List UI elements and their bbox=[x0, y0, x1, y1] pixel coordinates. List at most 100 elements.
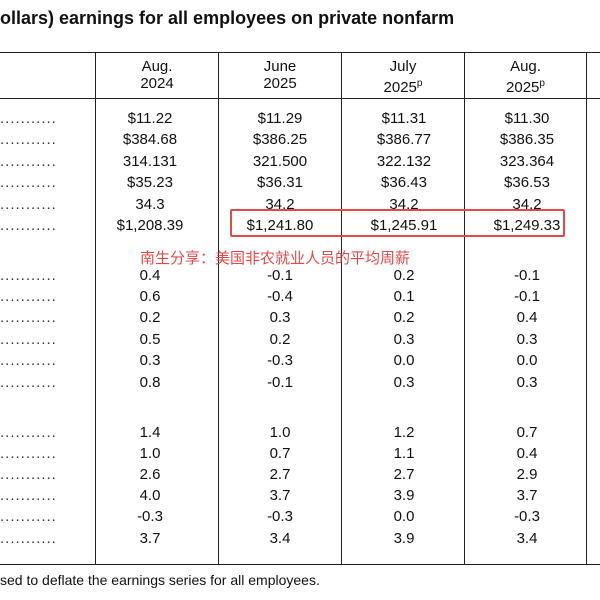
leader-dots: ........... bbox=[0, 196, 57, 213]
leader-dots: ........... bbox=[0, 352, 57, 369]
column-header: June 2025 bbox=[219, 58, 341, 98]
leader-dots: ........... bbox=[0, 374, 57, 391]
table-cell: 34.2 bbox=[512, 196, 542, 213]
table-row: ........... -0.3 -0.3 0.0 -0.3 bbox=[0, 508, 600, 528]
leader-dots: ........... bbox=[0, 487, 57, 504]
table-cell: $36.43 bbox=[381, 174, 427, 191]
table-cell: 3.9 bbox=[393, 487, 415, 504]
table-cell: 0.7 bbox=[269, 445, 291, 462]
table-cell: 0.8 bbox=[139, 374, 161, 391]
table-cell: 1.1 bbox=[393, 445, 415, 462]
table-cell: $1,208.39 bbox=[116, 217, 184, 234]
table-row: ........... 1.0 0.7 1.1 0.4 bbox=[0, 445, 600, 465]
table-cell: 2.7 bbox=[393, 466, 415, 483]
table-row: ........... 3.7 3.4 3.9 3.4 bbox=[0, 530, 600, 550]
table-row: ........... 2.6 2.7 2.7 2.9 bbox=[0, 466, 600, 486]
table-cell: $36.31 bbox=[257, 174, 303, 191]
table-cell: 0.2 bbox=[269, 331, 291, 348]
table-cell: 34.3 bbox=[135, 196, 165, 213]
table-row: ........... $1,208.39 $1,241.80 $1,245.91 $1… bbox=[0, 217, 600, 237]
table-cell: 0.2 bbox=[393, 267, 415, 284]
table-cell: 0.1 bbox=[393, 288, 415, 305]
leader-dots: ........... bbox=[0, 530, 57, 547]
table-bottom-rule bbox=[0, 564, 600, 565]
table-cell: 34.2 bbox=[389, 196, 419, 213]
table-cell: 321.500 bbox=[252, 153, 308, 170]
table-row: ........... 34.3 34.2 34.2 34.2 bbox=[0, 196, 600, 216]
table-cell: 0.3 bbox=[393, 374, 415, 391]
table-cell: 0.3 bbox=[139, 352, 161, 369]
column-header: July 2025p bbox=[342, 58, 464, 98]
column-header-year: 2025 bbox=[506, 79, 540, 96]
leader-dots: ........... bbox=[0, 153, 57, 170]
table-cell: $386.25 bbox=[252, 131, 308, 148]
earnings-table: Aug. 2024 June 2025 July 2025p Aug. 2025… bbox=[0, 52, 600, 565]
table-cell: 3.4 bbox=[516, 530, 538, 547]
leader-dots: ........... bbox=[0, 110, 57, 127]
table-row: ........... 314.131 321.500 322.132 323.364 bbox=[0, 153, 600, 173]
table-cell: $1,245.91 bbox=[370, 217, 438, 234]
leader-dots: ........... bbox=[0, 288, 57, 305]
table-row: ........... $11.22 $11.29 $11.31 $11.30 bbox=[0, 110, 600, 130]
table-cell: 0.0 bbox=[393, 352, 415, 369]
table-cell: 0.5 bbox=[139, 331, 161, 348]
table-cell: 0.7 bbox=[516, 424, 538, 441]
annotation-text: 南生分享：美国非农就业人员的平均周薪 bbox=[140, 250, 411, 267]
table-cell: 0.3 bbox=[516, 331, 538, 348]
table-cell: 3.7 bbox=[516, 487, 538, 504]
table-cell: 0.3 bbox=[269, 309, 291, 326]
table-cell: 323.364 bbox=[499, 153, 555, 170]
column-header-month: Aug. bbox=[141, 58, 173, 75]
leader-dots: ........... bbox=[0, 466, 57, 483]
column-divider bbox=[464, 52, 465, 565]
table-cell: 0.4 bbox=[139, 267, 161, 284]
table-cell: 1.4 bbox=[139, 424, 161, 441]
table-top-rule bbox=[0, 52, 600, 53]
table-cell: 3.7 bbox=[139, 530, 161, 547]
table-cell: 322.132 bbox=[376, 153, 432, 170]
table-cell: $386.35 bbox=[499, 131, 555, 148]
table-cell: -0.3 bbox=[267, 352, 293, 369]
table-cell: $384.68 bbox=[122, 131, 178, 148]
table-cell: 0.4 bbox=[516, 445, 538, 462]
table-row: ........... $35.23 $36.31 $36.43 $36.53 bbox=[0, 174, 600, 194]
preliminary-marker: p bbox=[416, 78, 423, 89]
table-row: ........... 0.4 -0.1 0.2 -0.1 bbox=[0, 267, 600, 287]
table-cell: 34.2 bbox=[265, 196, 295, 213]
leader-dots: ........... bbox=[0, 131, 57, 148]
column-divider bbox=[95, 52, 96, 565]
column-divider bbox=[341, 52, 342, 565]
table-cell: 3.7 bbox=[269, 487, 291, 504]
table-row: ........... 0.6 -0.4 0.1 -0.1 bbox=[0, 288, 600, 308]
table-cell: 0.2 bbox=[393, 309, 415, 326]
table-cell: 1.0 bbox=[139, 445, 161, 462]
table-cell: 2.9 bbox=[516, 466, 538, 483]
column-header-month: June bbox=[263, 58, 297, 75]
table-row: ........... 0.2 0.3 0.2 0.4 bbox=[0, 309, 600, 329]
table-cell: $1,249.33 bbox=[493, 217, 561, 234]
column-header: Aug. 2024 bbox=[96, 58, 218, 98]
column-header-year: 2025 bbox=[383, 79, 417, 96]
header-rule bbox=[0, 98, 600, 99]
table-cell: 0.2 bbox=[139, 309, 161, 326]
leader-dots: ........... bbox=[0, 174, 57, 191]
table-cell: 4.0 bbox=[139, 487, 161, 504]
table-cell: $386.77 bbox=[376, 131, 432, 148]
table-cell: $36.53 bbox=[504, 174, 550, 191]
table-cell: 3.4 bbox=[269, 530, 291, 547]
table-row: ........... $384.68 $386.25 $386.77 $386.35 bbox=[0, 131, 600, 151]
table-cell: 0.6 bbox=[139, 288, 161, 305]
leader-dots: ........... bbox=[0, 267, 57, 284]
table-cell: 1.2 bbox=[393, 424, 415, 441]
table-cell: -0.4 bbox=[267, 288, 293, 305]
column-header-month: July bbox=[389, 58, 417, 75]
table-title: ollars) earnings for all employees on pr… bbox=[0, 8, 455, 28]
column-header-year: 2024 bbox=[140, 75, 174, 92]
table-cell: -0.3 bbox=[267, 508, 293, 525]
column-header-year: 2025 bbox=[263, 75, 297, 92]
table-cell: $35.23 bbox=[127, 174, 173, 191]
table-cell: 0.4 bbox=[516, 309, 538, 326]
table-cell: 314.131 bbox=[122, 153, 178, 170]
table-cell: $11.29 bbox=[257, 110, 303, 127]
table-cell: -0.1 bbox=[267, 374, 293, 391]
